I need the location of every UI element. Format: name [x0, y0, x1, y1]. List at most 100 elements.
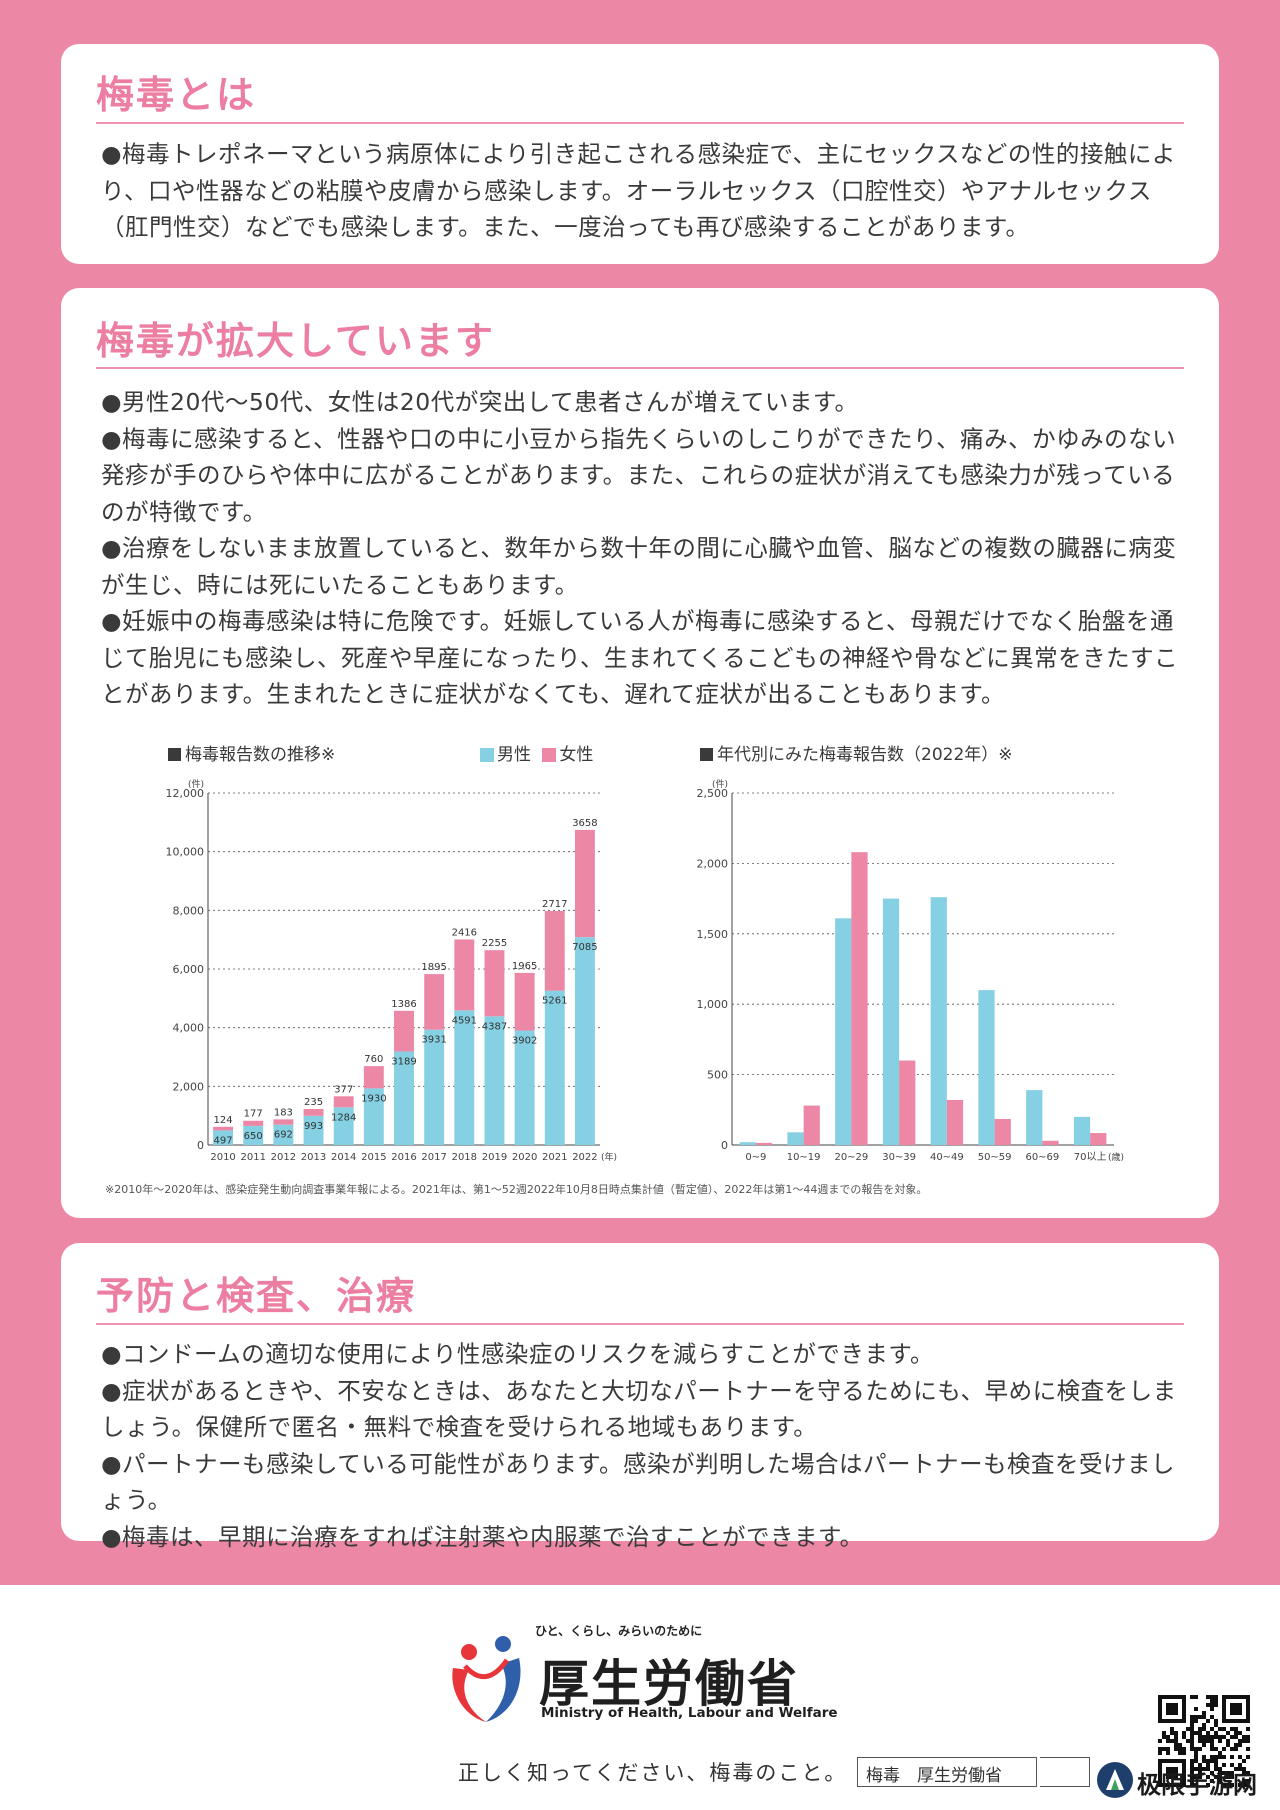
qr-module — [1198, 1715, 1202, 1719]
qr-module — [1214, 1759, 1218, 1763]
qr-module — [1198, 1727, 1202, 1731]
qr-module — [1242, 1783, 1246, 1787]
data-label-female: 377 — [334, 1084, 353, 1095]
qr-module — [1230, 1747, 1234, 1751]
legend-female-swatch — [542, 748, 557, 762]
title-square-icon — [168, 748, 181, 761]
bar-male — [273, 1124, 294, 1145]
chart1-legend: 男性 女性 — [480, 740, 593, 765]
chart-reports-trend: 0 2,000 4,000 6,000 8,000 10,000 12,000(件) 497 1… — [166, 778, 618, 1163]
data-label-male: 3931 — [421, 1035, 446, 1046]
qr-module — [1238, 1763, 1242, 1767]
watermark-text: 极限手游网 — [1137, 1771, 1257, 1799]
qr-module — [1246, 1755, 1250, 1759]
qr-module — [1222, 1763, 1226, 1767]
qr-module — [1190, 1779, 1194, 1783]
qr-module — [1210, 1747, 1214, 1751]
qr-module — [1246, 1727, 1250, 1731]
x-tick-label: 40~49 — [930, 1152, 964, 1163]
bar-male — [213, 1130, 234, 1145]
qr-module — [1214, 1695, 1218, 1699]
qr-module — [1162, 1731, 1166, 1735]
qr-module — [1194, 1767, 1198, 1771]
qr-module — [1222, 1727, 1226, 1731]
qr-module — [1190, 1739, 1194, 1743]
qr-module — [1230, 1775, 1234, 1779]
qr-module — [1230, 1755, 1234, 1759]
qr-module — [1166, 1751, 1170, 1755]
qr-module — [1186, 1727, 1190, 1731]
qr-module — [1202, 1735, 1206, 1739]
bar-female — [851, 852, 868, 1145]
qr-module — [1194, 1695, 1198, 1699]
qr-module — [1226, 1731, 1230, 1735]
watermark: 极限手游网 — [1085, 1760, 1275, 1805]
x-axis-unit: (年) — [601, 1151, 617, 1163]
qr-module — [1206, 1739, 1210, 1743]
y-tick-label: 2,000 — [173, 1080, 205, 1093]
y-tick-label: 12,000 — [166, 787, 205, 800]
chart2-title: 年代別にみた梅毒報告数（2022年）※ — [700, 740, 1013, 765]
qr-module — [1214, 1735, 1218, 1739]
bar-male — [544, 990, 565, 1145]
qr-module — [1202, 1759, 1206, 1763]
qr-module — [1198, 1763, 1202, 1767]
legend-male-label: 男性 — [497, 745, 531, 765]
bar-male — [1073, 1116, 1091, 1145]
qr-module — [1214, 1767, 1218, 1771]
qr-module — [1210, 1707, 1214, 1711]
qr-module — [1234, 1743, 1238, 1747]
x-tick-label: 2017 — [421, 1152, 446, 1163]
qr-module — [1218, 1755, 1222, 1759]
bar-male — [394, 1051, 414, 1145]
title-square-icon — [700, 748, 713, 761]
qr-module — [1198, 1775, 1202, 1779]
qr-module — [1190, 1783, 1194, 1787]
qr-module — [1190, 1715, 1194, 1719]
x-tick-label: 70以上 — [1074, 1151, 1107, 1163]
about-card: 梅毒とは ●梅毒トレポネーマという病原体により引き起こされる感染症で、主にセック… — [61, 44, 1219, 264]
ministry-tagline: ひと、くらし、みらいのために — [535, 1624, 703, 1638]
data-label-female: 3658 — [572, 818, 597, 829]
qr-module — [1182, 1735, 1186, 1739]
data-label-male: 5261 — [542, 996, 567, 1007]
x-axis-unit: (歳) — [1108, 1151, 1124, 1163]
section-title-spread: 梅毒が拡大しています — [96, 319, 495, 363]
chart-footnote: ※2010年～2020年は、感染症発生動向調査事業年報による。2021年は、第1… — [105, 1183, 928, 1196]
bar-female — [303, 1108, 324, 1116]
x-tick-label: 2015 — [361, 1152, 386, 1163]
prevention-paragraph: ●症状があるときや、不安なときは、あなたと大切なパートナーを守るためにも、早めに… — [101, 1376, 1177, 1442]
y-tick-label: 10,000 — [166, 846, 205, 859]
qr-module — [1190, 1727, 1194, 1731]
qr-module — [1246, 1771, 1250, 1775]
data-label-male: 3189 — [391, 1056, 416, 1067]
footer-tagline: 正しく知ってください、梅毒のこと。 — [458, 1761, 848, 1785]
x-tick-label: 30~39 — [882, 1152, 916, 1163]
qr-module — [1222, 1771, 1226, 1775]
spread-paragraph: ●治療をしないまま放置していると、数年から数十年の間に心臓や血管、脳などの複数の… — [101, 534, 1177, 599]
bar-male — [243, 1125, 264, 1145]
title-rule — [96, 1323, 1184, 1325]
qr-module — [1222, 1735, 1226, 1739]
x-tick-label: 2013 — [301, 1152, 326, 1163]
qr-finder — [1166, 1703, 1178, 1715]
qr-module — [1206, 1735, 1210, 1739]
qr-module — [1214, 1699, 1218, 1703]
qr-module — [1190, 1775, 1194, 1779]
prevention-paragraph: ●コンドームの適切な使用により性感染症のリスクを減らすことができます。 — [101, 1340, 935, 1368]
x-tick-label: 2016 — [391, 1152, 416, 1163]
spread-card: 梅毒が拡大しています ●男性20代～50代、女性は20代が突出して患者さんが増え… — [61, 288, 1219, 1218]
search-keyword-box: 梅毒 厚生労働省 — [857, 1757, 1037, 1787]
x-tick-label: 50~59 — [978, 1152, 1012, 1163]
section-title-about: 梅毒とは — [96, 73, 257, 117]
x-tick-label: 2021 — [542, 1152, 567, 1163]
qr-module — [1210, 1759, 1214, 1763]
qr-module — [1242, 1779, 1246, 1783]
qr-module — [1174, 1747, 1178, 1751]
bar-male — [514, 1030, 535, 1145]
qr-module — [1194, 1731, 1198, 1735]
qr-module — [1190, 1695, 1194, 1699]
qr-module — [1202, 1723, 1206, 1727]
x-tick-label: 2012 — [271, 1152, 296, 1163]
qr-module — [1202, 1727, 1206, 1731]
